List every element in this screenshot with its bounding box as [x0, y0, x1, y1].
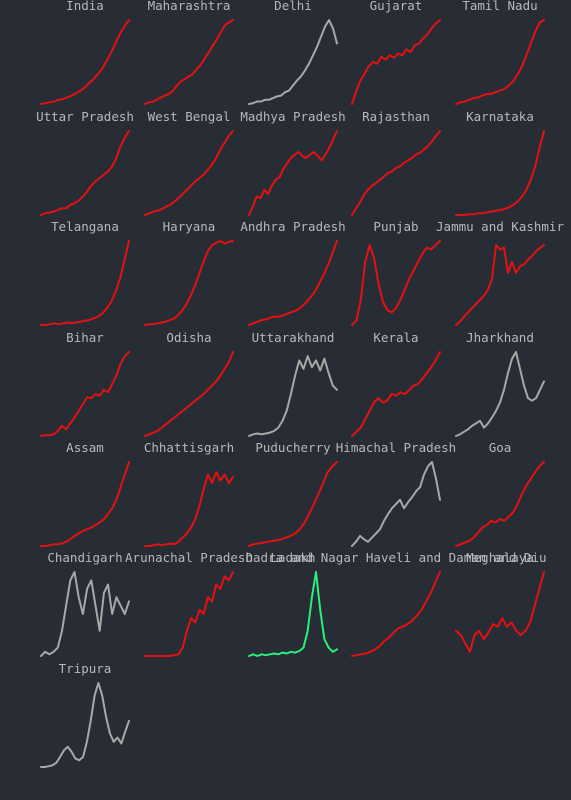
panel-title: Dadra and Nagar Haveli and Daman and Diu	[245, 550, 546, 565]
panel-tamil-nadu: Tamil Nadu	[455, 0, 545, 105]
series-line	[351, 130, 441, 216]
series-line	[248, 461, 338, 547]
panel-jammu-and-kashmir: Jammu and Kashmir	[436, 219, 564, 326]
series-line	[40, 19, 130, 105]
series-line	[248, 571, 338, 657]
panel-title: India	[66, 0, 104, 13]
series-line	[455, 571, 545, 653]
panel-title: Uttarakhand	[252, 330, 335, 345]
panel-ladakh: Ladakh	[248, 550, 338, 657]
panel-title: Odisha	[166, 330, 211, 345]
panel-title: Delhi	[274, 0, 312, 13]
panel-title: Chandigarh	[47, 550, 122, 565]
panel-madhya-pradesh: Madhya Pradesh	[240, 109, 346, 216]
panel-west-bengal: West Bengal	[144, 109, 234, 216]
panel-title: Telangana	[51, 219, 119, 234]
series-line	[248, 240, 338, 326]
panel-title: Madhya Pradesh	[240, 109, 345, 124]
series-line	[351, 351, 441, 437]
panel-delhi: Delhi	[248, 0, 338, 105]
panel-title: Arunachal Pradesh	[125, 550, 253, 565]
series-line	[351, 19, 441, 105]
panel-uttarakhand: Uttarakhand	[248, 330, 338, 437]
panel-title: Himachal Pradesh	[336, 440, 456, 455]
series-line	[248, 130, 338, 216]
series-line	[40, 351, 130, 437]
panel-title: Tripura	[59, 661, 112, 676]
panel-arunachal-pradesh: Arunachal Pradesh	[125, 550, 253, 657]
series-line	[144, 471, 234, 547]
panel-title: Maharashtra	[148, 0, 231, 13]
series-line	[144, 130, 234, 216]
panel-title: Punjab	[373, 219, 418, 234]
series-line	[40, 130, 130, 216]
series-line	[455, 244, 545, 326]
panel-punjab: Punjab	[351, 219, 441, 326]
series-line	[248, 19, 338, 105]
panel-tripura: Tripura	[40, 661, 130, 768]
panel-title: Jharkhand	[466, 330, 534, 345]
series-line	[40, 461, 130, 547]
panel-assam: Assam	[40, 440, 130, 547]
panel-title: Gujarat	[370, 0, 423, 13]
panel-haryana: Haryana	[144, 219, 234, 326]
series-line	[351, 571, 441, 657]
series-line	[144, 240, 234, 326]
panel-title: Haryana	[163, 219, 216, 234]
series-line	[351, 461, 441, 547]
panel-uttar-pradesh: Uttar Pradesh	[36, 109, 134, 216]
panel-title: Chhattisgarh	[144, 440, 234, 455]
panel-chandigarh: Chandigarh	[40, 550, 130, 657]
panel-karnataka: Karnataka	[455, 109, 545, 216]
panel-title: Assam	[66, 440, 104, 455]
series-line	[455, 351, 545, 437]
panel-title: Andhra Pradesh	[240, 219, 345, 234]
panel-title: Meghalaya	[466, 550, 534, 565]
panel-gujarat: Gujarat	[351, 0, 441, 105]
panel-title: Rajasthan	[362, 109, 430, 124]
panel-jharkhand: Jharkhand	[455, 330, 545, 437]
series-line	[40, 682, 130, 768]
series-line	[351, 240, 441, 326]
panel-meghalaya: Meghalaya	[455, 550, 545, 653]
panel-himachal-pradesh: Himachal Pradesh	[336, 440, 456, 547]
panel-title: Uttar Pradesh	[36, 109, 134, 124]
panel-title: Kerala	[373, 330, 418, 345]
panel-india: India	[40, 0, 130, 105]
panel-rajasthan: Rajasthan	[351, 109, 441, 216]
series-line	[455, 130, 545, 216]
panel-goa: Goa	[455, 440, 545, 547]
series-line	[248, 355, 338, 437]
panel-title: Jammu and Kashmir	[436, 219, 564, 234]
panel-maharashtra: Maharashtra	[144, 0, 234, 105]
panel-andhra-pradesh: Andhra Pradesh	[240, 219, 346, 326]
panel-kerala: Kerala	[351, 330, 441, 437]
panel-title: West Bengal	[148, 109, 231, 124]
panel-title: Ladakh	[270, 550, 315, 565]
series-line	[40, 571, 130, 657]
series-line	[144, 19, 234, 105]
panel-chhattisgarh: Chhattisgarh	[144, 440, 234, 547]
series-line	[455, 19, 545, 105]
panel-bihar: Bihar	[40, 330, 130, 437]
panel-dadra-and-nagar-haveli-and-daman-and-diu: Dadra and Nagar Haveli and Daman and Diu	[245, 550, 547, 657]
series-line	[455, 461, 545, 547]
panel-title: Karnataka	[466, 109, 534, 124]
panel-title: Tamil Nadu	[462, 0, 537, 13]
panel-title: Puducherry	[255, 440, 331, 455]
panel-title: Bihar	[66, 330, 104, 345]
panels-group: India Maharashtra Delhi Gujarat Tamil Nadu Ut…	[36, 0, 564, 768]
series-line	[40, 240, 130, 326]
panel-puducherry: Puducherry	[248, 440, 338, 547]
series-line	[144, 351, 234, 437]
panel-odisha: Odisha	[144, 330, 234, 437]
series-line	[144, 571, 234, 657]
panel-title: Goa	[489, 440, 512, 455]
panel-telangana: Telangana	[40, 219, 130, 326]
